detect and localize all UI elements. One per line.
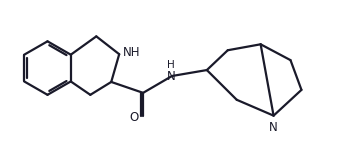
- Text: O: O: [129, 111, 138, 124]
- Text: N: N: [167, 71, 175, 83]
- Text: N: N: [269, 121, 278, 134]
- Text: NH: NH: [123, 46, 141, 59]
- Text: H: H: [167, 60, 175, 70]
